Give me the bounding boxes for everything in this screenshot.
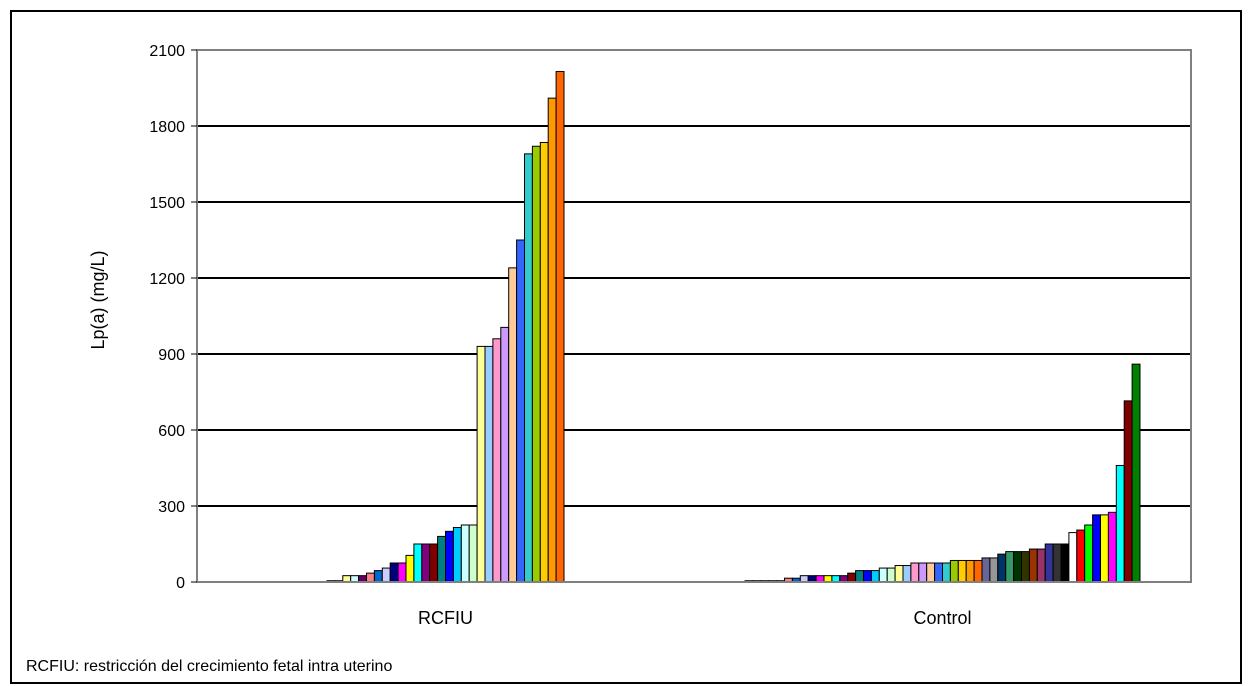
bar	[1036, 548, 1046, 583]
x-axis-categories: RCFIU Control	[418, 608, 972, 628]
gridlines	[197, 125, 1191, 507]
x-category-label: Control	[913, 608, 971, 628]
bar	[381, 567, 391, 583]
bar	[452, 527, 462, 583]
bar	[989, 557, 999, 583]
bar	[373, 570, 383, 583]
bar	[902, 565, 912, 583]
bar	[1028, 548, 1038, 583]
y-axis-ticks: 0 300 600 900 1200 1500 1800 2100	[149, 43, 197, 592]
bar	[957, 559, 967, 583]
bar	[397, 562, 407, 583]
bar	[445, 530, 454, 583]
bar	[1123, 400, 1133, 583]
bar	[949, 559, 959, 583]
footnote: RCFIU: restricción del crecimiento fetal…	[26, 658, 393, 675]
bar	[847, 572, 857, 583]
y-tick-label: 300	[158, 499, 185, 516]
bar	[484, 345, 494, 583]
bar	[886, 567, 896, 583]
bar	[508, 267, 518, 583]
bar	[366, 572, 375, 583]
bar	[547, 97, 557, 583]
plot-area-border	[196, 49, 1192, 583]
bar	[1013, 551, 1022, 583]
bar	[389, 562, 399, 583]
bar	[894, 565, 904, 583]
bar	[429, 543, 439, 583]
bar	[910, 562, 920, 583]
bar	[516, 239, 525, 583]
y-tick-label: 2100	[149, 43, 185, 60]
bar	[1076, 529, 1086, 583]
bar	[997, 553, 1007, 583]
bar	[1107, 511, 1117, 583]
bar	[926, 562, 936, 583]
bars	[326, 71, 1141, 583]
bar	[855, 570, 864, 583]
bar	[1068, 532, 1078, 583]
bar	[555, 71, 565, 583]
bar	[918, 562, 928, 583]
bar	[413, 543, 423, 583]
bar	[1084, 524, 1094, 583]
x-category-label: RCFIU	[418, 608, 473, 628]
bar	[965, 559, 975, 583]
bar	[1092, 514, 1101, 583]
y-tick-label: 600	[158, 423, 185, 440]
bar	[1052, 543, 1062, 583]
bar	[492, 338, 502, 583]
bar	[870, 570, 880, 583]
bar	[500, 326, 510, 583]
y-tick-label: 1200	[149, 271, 185, 288]
bar	[878, 567, 888, 583]
bar	[942, 562, 951, 583]
bar	[1060, 543, 1070, 583]
y-tick-label: 1500	[149, 195, 185, 212]
bar	[981, 557, 991, 583]
bar	[1044, 543, 1054, 583]
plot-area-background	[197, 50, 1191, 582]
bar	[863, 570, 872, 583]
y-tick-label: 1800	[149, 119, 185, 136]
bar	[468, 524, 478, 583]
bar	[1100, 514, 1109, 583]
bar	[531, 145, 541, 583]
bar	[934, 562, 943, 583]
bar	[437, 535, 447, 583]
bar	[1021, 551, 1030, 583]
bar	[405, 554, 415, 583]
bar	[421, 543, 431, 583]
y-tick-label: 900	[158, 347, 185, 364]
bar	[1131, 363, 1141, 583]
y-axis-title: Lp(a) (mg/L)	[88, 250, 108, 349]
bar	[476, 345, 486, 583]
bar	[460, 524, 470, 583]
bar	[524, 153, 533, 583]
bar	[539, 141, 549, 583]
bar	[973, 559, 983, 583]
bar	[1005, 551, 1015, 583]
y-tick-label: 0	[176, 575, 185, 592]
bar	[1115, 464, 1125, 583]
